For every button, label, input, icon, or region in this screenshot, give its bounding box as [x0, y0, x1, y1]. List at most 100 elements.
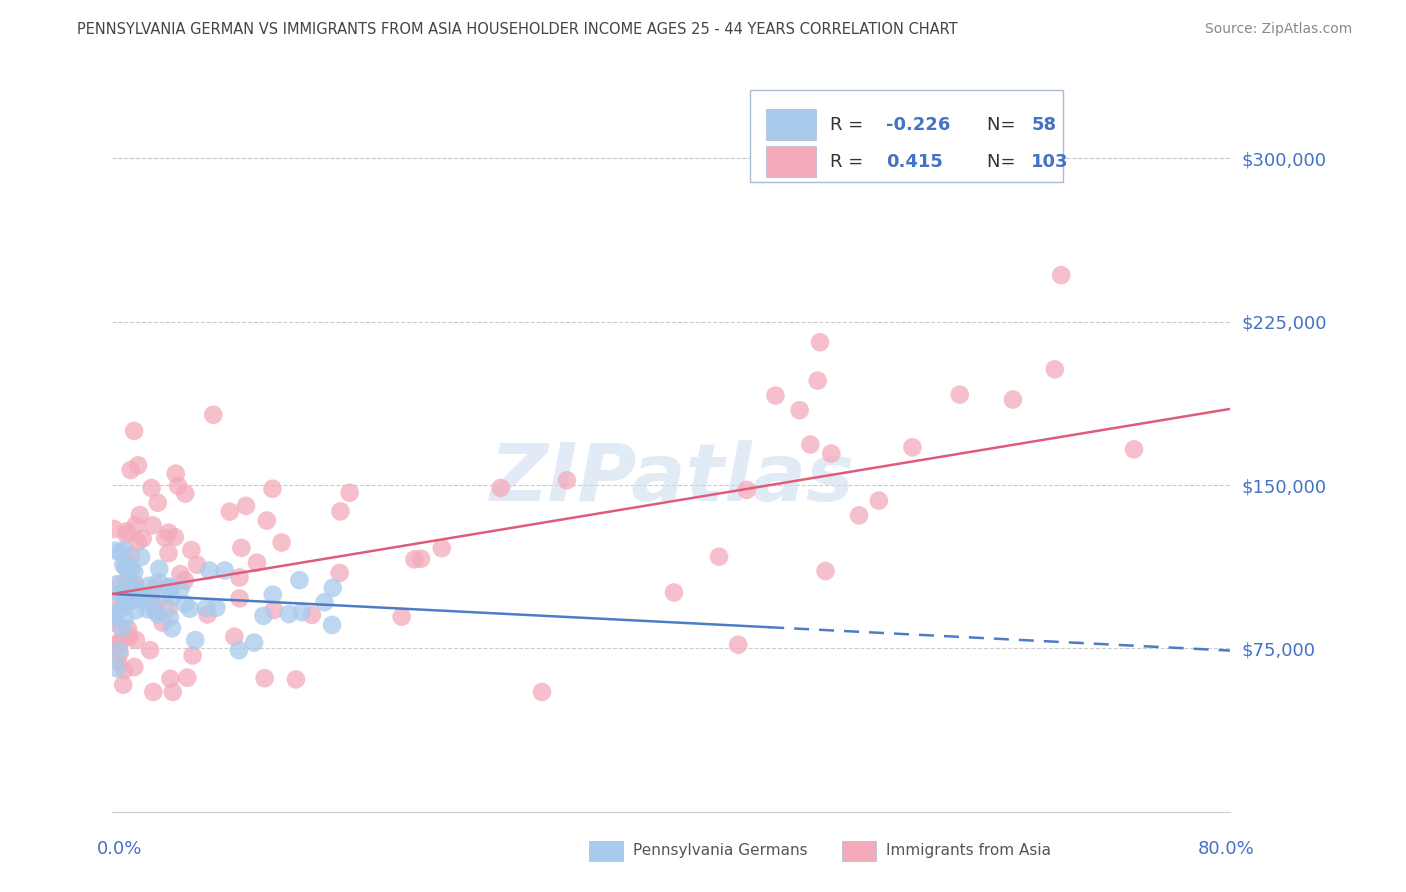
Point	[115, 577, 138, 591]
Point	[165, 467, 187, 481]
Point	[218, 505, 240, 519]
Point	[128, 508, 150, 522]
Point	[112, 558, 135, 572]
Point	[107, 597, 129, 611]
Point	[170, 581, 193, 595]
Point	[235, 499, 257, 513]
Point	[142, 518, 165, 533]
Point	[112, 678, 135, 692]
Point	[127, 458, 149, 473]
Text: 103: 103	[1031, 153, 1069, 171]
Point	[145, 579, 167, 593]
Point	[184, 633, 207, 648]
Point	[339, 485, 361, 500]
Point	[321, 618, 343, 632]
Text: N=: N=	[987, 153, 1021, 171]
Point	[159, 582, 181, 596]
Text: 0.0%: 0.0%	[97, 840, 142, 858]
Point	[727, 638, 749, 652]
Text: PENNSYLVANIA GERMAN VS IMMIGRANTS FROM ASIA HOUSEHOLDER INCOME AGES 25 - 44 YEAR: PENNSYLVANIA GERMAN VS IMMIGRANTS FROM A…	[77, 22, 957, 37]
Point	[253, 671, 276, 685]
Point	[160, 621, 183, 635]
Point	[110, 545, 132, 559]
Point	[103, 615, 125, 630]
Point	[131, 532, 153, 546]
Point	[848, 508, 870, 523]
Point	[179, 601, 201, 615]
Point	[901, 440, 924, 454]
Point	[799, 437, 821, 451]
Point	[120, 562, 142, 576]
Point	[131, 591, 153, 606]
Point	[329, 566, 352, 580]
Point	[228, 643, 250, 657]
Point	[105, 661, 128, 675]
Point	[765, 388, 787, 402]
Point	[329, 504, 352, 518]
Point	[181, 648, 204, 663]
FancyBboxPatch shape	[842, 841, 876, 861]
Point	[1123, 442, 1146, 457]
Point	[112, 663, 135, 677]
Point	[314, 595, 336, 609]
Point	[129, 549, 152, 564]
Point	[231, 541, 253, 555]
Point	[814, 564, 837, 578]
Point	[118, 629, 141, 643]
Point	[820, 446, 842, 460]
Point	[391, 609, 413, 624]
Point	[103, 606, 125, 620]
Point	[125, 632, 148, 647]
Point	[104, 543, 127, 558]
Point	[789, 403, 811, 417]
Point	[120, 549, 142, 563]
Point	[1043, 362, 1066, 376]
Point	[174, 597, 197, 611]
Point	[167, 479, 190, 493]
Point	[735, 483, 758, 497]
Point	[124, 577, 146, 591]
Point	[707, 549, 730, 564]
Point	[198, 564, 221, 578]
Point	[322, 581, 344, 595]
Point	[124, 518, 146, 533]
FancyBboxPatch shape	[766, 146, 815, 178]
Point	[176, 671, 198, 685]
Point	[430, 541, 453, 556]
Point	[107, 587, 129, 601]
Text: R =: R =	[830, 153, 869, 171]
Point	[807, 374, 830, 388]
Point	[108, 643, 131, 657]
Point	[555, 473, 578, 487]
Point	[103, 522, 125, 536]
Point	[108, 636, 131, 650]
Point	[139, 592, 162, 607]
Point	[157, 580, 180, 594]
Point	[186, 558, 208, 572]
Point	[159, 610, 181, 624]
Text: N=: N=	[987, 117, 1021, 135]
Point	[148, 574, 170, 589]
Point	[120, 463, 142, 477]
Point	[197, 607, 219, 622]
Point	[662, 585, 685, 599]
Point	[173, 574, 195, 588]
Point	[104, 610, 127, 624]
Point	[124, 585, 146, 599]
Point	[108, 646, 131, 660]
Point	[252, 608, 274, 623]
Point	[104, 638, 127, 652]
Text: -0.226: -0.226	[886, 117, 950, 135]
Text: R =: R =	[830, 117, 869, 135]
Point	[270, 535, 292, 549]
Point	[152, 615, 174, 630]
Point	[530, 685, 553, 699]
Point	[146, 607, 169, 622]
Text: Pennsylvania Germans: Pennsylvania Germans	[633, 844, 807, 858]
Point	[124, 579, 146, 593]
Point	[169, 567, 191, 582]
Text: 80.0%: 80.0%	[1198, 840, 1254, 858]
Point	[157, 546, 180, 560]
Point	[117, 594, 139, 608]
Point	[114, 560, 136, 574]
